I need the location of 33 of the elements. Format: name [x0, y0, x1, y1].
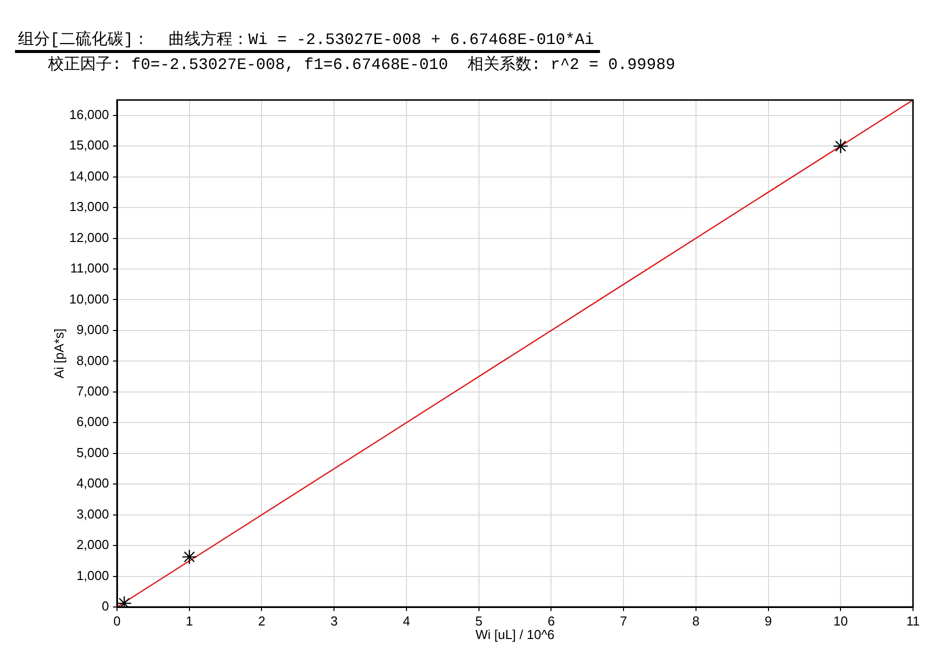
y-tick-label: 11,000: [70, 260, 109, 276]
y-tick-label: 9,000: [76, 322, 109, 338]
chart-title: 组分[二硫化碳]： 曲线方程：Wi = -2.53027E-008 + 6.67468E-010*Ai: [15, 30, 600, 53]
x-tick-label: 2: [258, 613, 266, 628]
x-tick-label: 10: [833, 613, 848, 628]
x-tick-label: 6: [548, 613, 555, 628]
x-tick-label: 4: [402, 613, 410, 628]
x-tick-label: 3: [330, 613, 338, 628]
y-tick-label: 15,000: [69, 138, 109, 153]
y-tick-label: 7,000: [76, 383, 109, 398]
x-tick-label: 7: [620, 613, 628, 628]
x-tick-label: 5: [475, 613, 482, 628]
y-tick-label: 1,000: [76, 568, 109, 583]
y-tick-label: 12,000: [69, 230, 109, 245]
x-tick-label: 8: [692, 613, 700, 628]
chart-subtitle: 校正因子: f0=-2.53027E-008, f1=6.67468E-010 相关系数: r^2 = 0.99989: [48, 55, 676, 75]
x-tick-label: 0: [113, 613, 121, 628]
y-tick-label: 0: [102, 598, 109, 614]
y-tick-label: 4,000: [76, 476, 109, 491]
x-tick-label: 9: [764, 613, 772, 628]
y-tick-label: 5,000: [76, 444, 109, 460]
y-tick-label: 13,000: [69, 199, 109, 214]
y-tick-label: 6,000: [76, 414, 109, 430]
x-axis-title: Wi [uL] / 10^6: [475, 626, 555, 642]
y-tick-label: 14,000: [69, 168, 109, 184]
x-tick-label: 1: [186, 613, 193, 628]
y-tick-label: 2,000: [76, 537, 109, 552]
y-tick-label: 8,000: [76, 352, 109, 368]
y-axis-title: Ai [pA*s]: [51, 328, 66, 378]
y-tick-label: 10,000: [69, 291, 109, 306]
y-tick-label: 16,000: [69, 106, 109, 122]
x-tick-label: 11: [906, 613, 920, 628]
y-tick-label: 3,000: [76, 506, 109, 522]
